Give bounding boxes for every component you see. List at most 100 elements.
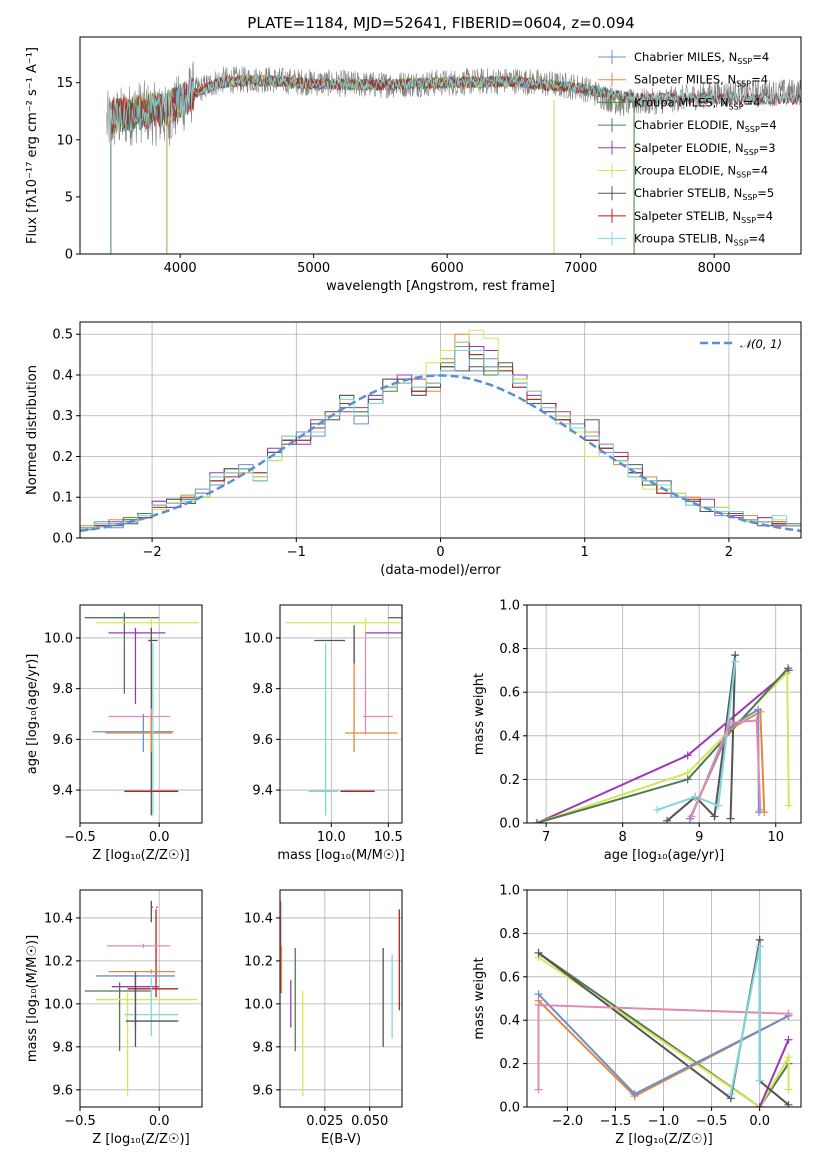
errorbar-point: [124, 790, 179, 793]
y-tick-label: 9.6: [52, 733, 73, 748]
x-tick-label: 2: [725, 545, 733, 560]
panel-age-vs-mass: 10.0 10.5 9.4 9.6 9.8 10.0 mass [log₁₀(M/M☉)]: [244, 604, 405, 863]
errorbar-point: [95, 993, 198, 1097]
legend-label: Kroupa STELIB, NSSP=4: [634, 232, 765, 248]
y-tick-label: 0.8: [499, 927, 520, 942]
y-tick-label: 0.6: [499, 686, 520, 701]
legend-n: =4: [751, 164, 768, 178]
weight-marker: [784, 1100, 793, 1107]
y-axis-label: mass [log₁₀(M/M☉)]: [25, 935, 40, 1062]
y-axis-label: mass weight: [472, 957, 487, 1039]
x-tick-label: 7000: [564, 261, 597, 276]
errorbar-point: [125, 975, 179, 1047]
errorbar-point: [155, 906, 158, 998]
legend-sub: SSP: [744, 148, 759, 157]
legend-sub: SSP: [734, 239, 749, 248]
axes-frame: [79, 604, 203, 824]
x-tick-label: 7: [542, 830, 550, 845]
y-tick-label: 9.6: [252, 1083, 273, 1098]
legend-label: Salpeter ELODIE, NSSP=3: [634, 141, 776, 157]
panel-weight-vs-age: 7 8 9 10 0.0 0.2 0.4 0.6 0.8 1.0 age [log₁₀(age/yr…: [472, 599, 802, 863]
errorbar-point: [108, 627, 166, 704]
weight-marker: [754, 705, 763, 714]
weight-marker: [725, 718, 734, 727]
legend-sub: SSP: [729, 102, 744, 111]
x-tick-label: 4000: [164, 261, 197, 276]
panels: Chabrier MILES, NSSP=4 Salpeter MILES, NS…: [25, 36, 802, 1147]
y-tick-label: 0.2: [499, 1057, 520, 1072]
y-tick-label: 9.8: [52, 1040, 73, 1055]
legend-n: =4: [751, 73, 768, 87]
axes-frame: [79, 889, 203, 1108]
weight-marker: [714, 801, 723, 810]
x-tick-label: 6000: [431, 261, 464, 276]
weight-marker: [663, 816, 672, 823]
x-tick-label: 9: [695, 830, 703, 845]
weight-marker: [731, 657, 740, 666]
y-tick-label: 0.0: [499, 1101, 520, 1116]
legend-n: =4: [744, 95, 761, 109]
weight-marker: [532, 819, 541, 823]
legend-label: 𝒩(0, 1): [740, 337, 782, 351]
y-axis-label: age [log₁₀(age/yr)]: [25, 654, 40, 775]
legend-n: =4: [752, 50, 769, 64]
y-tick-label: 0.4: [499, 729, 520, 744]
errorbar-point: [106, 943, 171, 949]
legend-n: =4: [756, 209, 773, 223]
y-tick-label: 10.0: [44, 997, 73, 1012]
errorbar-point: [365, 632, 402, 634]
legend-n: =4: [749, 232, 766, 246]
x-tick-label: 0.025: [306, 1114, 343, 1129]
y-tick-label: 0.0: [499, 817, 520, 832]
legend-label: Salpeter STELIB, NSSP=4: [634, 209, 773, 225]
errorbar-point: [340, 790, 375, 792]
legend-residuals: 𝒩(0, 1): [700, 337, 782, 351]
y-tick-label: 9.8: [252, 682, 273, 697]
panel-weight-vs-Z: −2.0 −1.5 −1.0 −0.5 0.0 0.0 0.2 0.4 0.6 0.8 1.0 Z […: [472, 884, 802, 1147]
errorbar-point: [150, 900, 153, 923]
weight-marker: [755, 942, 764, 951]
errorbar-point: [105, 714, 172, 753]
x-tick-label: 10.5: [374, 830, 403, 845]
y-tick-label: 9.4: [52, 784, 73, 799]
panel-mass-vs-EBV: 0.025 0.050 9.6 9.8 10.0 10.2 10.4 E(B-V): [244, 889, 403, 1147]
grid-mass-vs-EBV: [280, 890, 402, 1107]
weight-line-kroupa-stelib: [656, 661, 737, 811]
weight-line-chabrier-elodie: [537, 952, 790, 1107]
grid-age-vs-Z: [80, 605, 202, 823]
plot-area-weight-vs-age: [527, 605, 801, 823]
y-tick-label: 10.4: [244, 911, 273, 926]
weight-marker: [534, 990, 543, 999]
plot-area-weight-vs-Z: [527, 890, 801, 1107]
y-tick-label: 0.1: [52, 491, 73, 506]
y-tick-label: 1.0: [499, 599, 520, 614]
x-axis-label: Z [log₁₀(Z/Z☉)]: [92, 1132, 189, 1147]
axes-frame: [279, 889, 403, 1108]
y-tick-label: 0.6: [499, 970, 520, 985]
x-axis-label: Z [log₁₀(Z/Z☉)]: [92, 848, 189, 863]
weight-marker: [784, 1053, 793, 1062]
plot-area-age-vs-mass: [280, 605, 402, 823]
x-tick-label: 0.0: [149, 830, 170, 845]
weight-marker: [710, 812, 719, 821]
weight-line-salpeter-elodie: [758, 1039, 790, 1107]
y-tick-label: 0.0: [52, 532, 73, 547]
legend-n: =4: [760, 118, 777, 132]
panel-age-vs-Z: −0.5 0.0 9.4 9.6 9.8 10.0 Z [log₁₀(Z/Z☉)] age […: [25, 604, 203, 863]
x-axis-label: wavelength [Angstrom, rest frame]: [326, 279, 555, 294]
x-axis-label: Z [log₁₀(Z/Z☉)]: [615, 1132, 712, 1147]
errorbar-point: [124, 978, 179, 1037]
y-tick-label: 10: [56, 133, 73, 148]
legend-sub: SSP: [745, 125, 760, 134]
weight-marker: [784, 1085, 793, 1094]
weight-marker: [687, 812, 696, 821]
x-tick-label: −0.5: [64, 830, 96, 845]
x-tick-label: −2.0: [552, 1114, 584, 1129]
x-tick-label: 8: [619, 830, 627, 845]
legend-label: Chabrier STELIB, NSSP=5: [634, 186, 774, 202]
x-tick-label: −1: [287, 545, 306, 560]
axes-frame: [279, 604, 403, 824]
x-axis-label: mass [log₁₀(M/M☉)]: [277, 848, 404, 863]
legend-label: Salpeter MILES, NSSP=4: [634, 73, 768, 89]
